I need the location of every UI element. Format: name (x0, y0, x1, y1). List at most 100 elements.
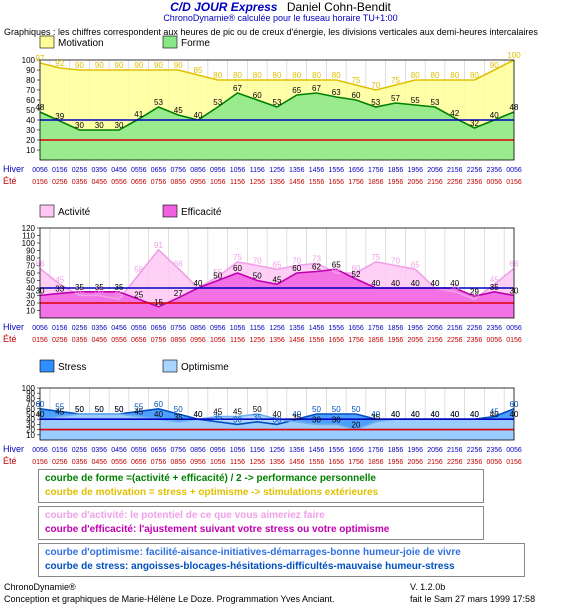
legend-line-activite: courbe d'activité: le potentiel de ce qu… (45, 510, 325, 521)
x-tick-ete: 0856 (170, 337, 186, 344)
x-tick-hiver: 2056 (427, 167, 443, 174)
data-label: 40 (36, 410, 45, 419)
description: Graphiques : les chiffres correspondent … (4, 27, 538, 37)
data-label: 75 (233, 253, 242, 262)
data-label: 40 (194, 279, 203, 288)
data-label: 40 (154, 410, 163, 419)
y-tick-label: 10 (26, 146, 35, 155)
x-tick-ete: 1556 (309, 179, 325, 186)
data-label: 40 (431, 279, 440, 288)
legend-swatch (39, 204, 55, 218)
x-tick-hiver: 0156 (52, 167, 68, 174)
x-tick-hiver: 1156 (250, 447, 265, 454)
data-label: 40 (371, 410, 380, 419)
legend-box-activite: courbe d'activité: le potentiel de ce qu… (38, 506, 484, 540)
x-tick-ete: 0456 (91, 179, 107, 186)
data-label: 29 (470, 287, 479, 296)
x-tick-hiver: 0956 (210, 167, 226, 174)
x-tick-ete: 2056 (407, 459, 423, 466)
x-tick-ete: 1156 (230, 459, 245, 466)
footer-credits: Conception et graphiques de Marie-Hélène… (4, 594, 335, 604)
y-tick-label: 70 (26, 262, 35, 271)
area-forme (40, 93, 514, 160)
ete-label: Été (3, 456, 17, 466)
legend-box-optimisme: courbe d'optimisme: facilité-aisance-ini… (38, 543, 525, 577)
data-label: 90 (75, 61, 84, 70)
x-tick-hiver: 0856 (190, 325, 206, 332)
x-tick-hiver: 1056 (230, 167, 246, 174)
y-tick-label: 40 (26, 284, 35, 293)
y-tick-label: 70 (26, 400, 35, 409)
x-tick-ete: 2356 (467, 179, 483, 186)
x-tick-hiver: 2256 (467, 325, 483, 332)
data-label: 80 (431, 71, 440, 80)
x-tick-hiver: 1856 (388, 167, 404, 174)
data-label: 40 (411, 410, 420, 419)
line-motivation (39, 59, 515, 91)
x-tick-hiver: 0756 (170, 167, 186, 174)
x-tick-ete: 2256 (447, 179, 463, 186)
data-label: 50 (253, 272, 262, 281)
hiver-label: Hiver (3, 322, 24, 332)
y-tick-label: 60 (26, 405, 35, 414)
data-label: 50 (95, 405, 104, 414)
data-label: 60 (233, 264, 242, 273)
x-tick-hiver: 0756 (170, 325, 186, 332)
data-label: 60 (253, 91, 262, 100)
data-label: 35 (213, 413, 222, 422)
x-tick-ete: 0656 (131, 459, 147, 466)
x-tick-ete: 0156 (506, 179, 522, 186)
x-tick-ete: 1956 (388, 179, 404, 186)
legend-swatch (162, 359, 178, 373)
x-tick-hiver: 1256 (269, 447, 285, 454)
x-tick-hiver: 0856 (190, 447, 206, 454)
data-label: 80 (470, 71, 479, 80)
x-tick-ete: 1256 (249, 179, 265, 186)
data-label: 30 (75, 287, 84, 296)
data-label: 48 (36, 103, 45, 112)
legend-swatch (162, 35, 178, 49)
y-tick-label: 80 (26, 76, 35, 85)
x-tick-ete: 0956 (190, 337, 206, 344)
data-label: 70 (391, 257, 400, 266)
y-tick-label: 60 (26, 96, 35, 105)
data-label: 32 (470, 119, 479, 128)
x-tick-hiver: 2356 (486, 447, 502, 454)
x-tick-ete: 2256 (447, 337, 463, 344)
x-tick-hiver: 1256 (269, 325, 285, 332)
x-tick-ete: 2056 (407, 179, 423, 186)
x-tick-ete: 0256 (52, 459, 68, 466)
data-label: 40 (391, 410, 400, 419)
x-tick-hiver: 0156 (52, 325, 68, 332)
data-label: 50 (115, 405, 124, 414)
x-tick-hiver: 1356 (289, 325, 305, 332)
footer-date: fait le Sam 27 mars 1999 17:58 (410, 594, 536, 604)
x-tick-ete: 1456 (289, 459, 305, 466)
y-tick-label: 10 (26, 307, 35, 316)
data-label: 80 (332, 71, 341, 80)
x-tick-ete: 1556 (309, 459, 325, 466)
data-label: 80 (233, 71, 242, 80)
x-tick-hiver: 1256 (269, 167, 285, 174)
data-label: 45 (174, 106, 183, 115)
x-tick-hiver: 2056 (427, 325, 443, 332)
data-label: 65 (273, 260, 282, 269)
x-tick-ete: 1056 (210, 337, 226, 344)
data-label: 60 (352, 91, 361, 100)
data-label: 53 (273, 98, 282, 107)
x-tick-ete: 0556 (111, 337, 127, 344)
x-tick-hiver: 0456 (111, 167, 127, 174)
plot-frame (39, 227, 515, 319)
x-tick-ete: 1056 (210, 179, 226, 186)
data-label: 45 (213, 408, 222, 417)
data-label: 80 (253, 71, 262, 80)
plot-frame (39, 59, 515, 161)
x-tick-ete: 1356 (269, 459, 285, 466)
page-title: C/D JOUR Express (170, 0, 278, 14)
x-tick-ete: 0056 (486, 179, 502, 186)
x-tick-hiver: 0056 (506, 447, 522, 454)
data-label: 50 (95, 405, 104, 414)
y-tick-label: 60 (26, 269, 35, 278)
x-tick-hiver: 1656 (348, 325, 364, 332)
